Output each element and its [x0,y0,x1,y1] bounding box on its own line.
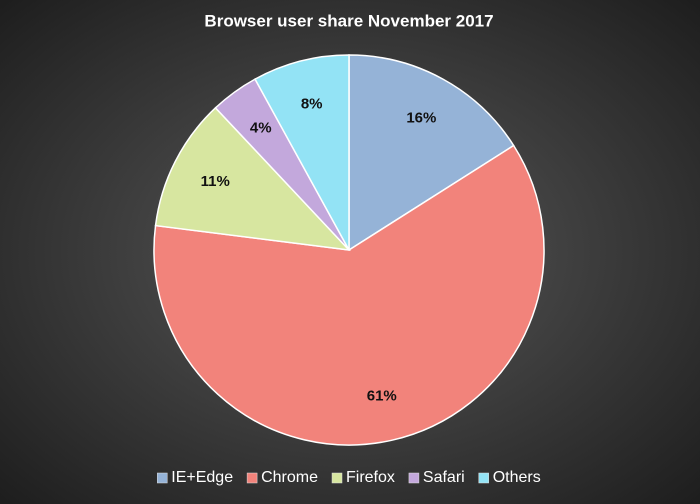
legend-swatch [478,472,489,484]
data-label: 11% [201,173,230,190]
legend-swatch [331,472,343,484]
pie-slice [348,54,515,252]
legend-label: Safari [423,469,465,486]
legend-swatch [408,472,420,484]
legend-label: Firefox [346,469,395,486]
legend-swatch [157,472,168,484]
legend-label: Others [493,469,541,486]
pie-slice [153,144,545,446]
data-label: 8% [301,96,323,113]
data-label: 16% [406,109,436,126]
data-label: 61% [367,388,397,405]
legend-swatch [246,472,258,484]
legend-label: IE+Edge [171,469,233,486]
pie-slice [154,106,351,252]
legend-label: Chrome [261,469,318,486]
pie-slice [254,54,350,251]
data-label: 4% [250,119,272,136]
chart-title: Browser user share November 2017 [204,11,493,30]
